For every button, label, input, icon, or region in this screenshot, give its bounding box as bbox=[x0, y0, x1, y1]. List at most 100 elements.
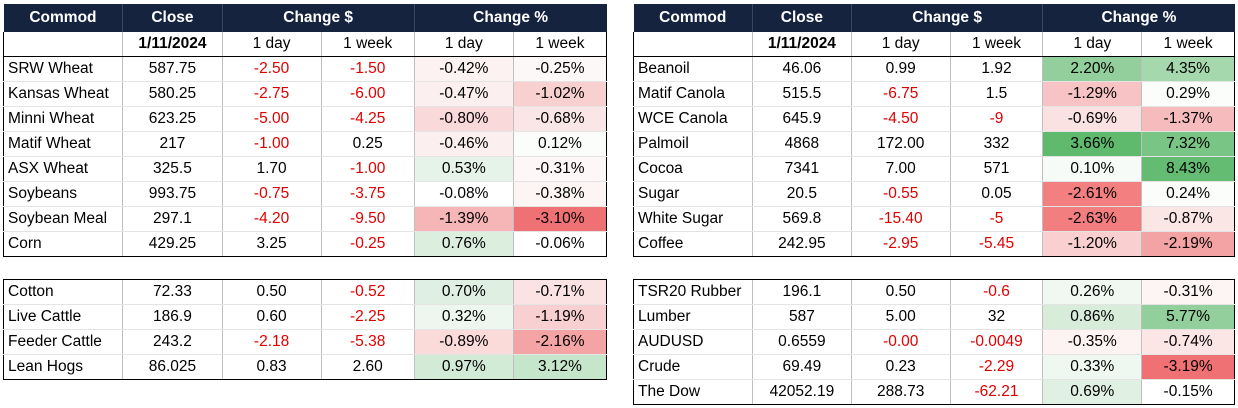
close-value: 0.6559 bbox=[751, 329, 852, 355]
table-row: Matif Canola 515.5 -6.75 1.5 -1.29% 0.29% bbox=[633, 81, 1235, 107]
pct-change-1day: 0.26% bbox=[1042, 279, 1142, 305]
header-close: Close bbox=[751, 4, 852, 32]
subheader-date: 1/11/2024 bbox=[751, 32, 852, 57]
table-row: WCE Canola 645.9 -4.50 -9 -0.69% -1.37% bbox=[633, 106, 1235, 132]
commodity-name: Corn bbox=[2, 231, 123, 257]
change-1week: -1.00 bbox=[320, 156, 415, 182]
subheader-1day: 1 day bbox=[850, 32, 951, 57]
table-row: Kansas Wheat 580.25 -2.75 -6.00 -0.47% -1.02% bbox=[2, 81, 608, 107]
table-row: Coffee 242.95 -2.95 -5.45 -1.20% -2.19% bbox=[633, 231, 1235, 257]
pct-change-1day: 0.69% bbox=[1042, 379, 1142, 405]
change-1day: 5.00 bbox=[850, 304, 951, 330]
change-1week: 1.5 bbox=[949, 81, 1043, 107]
pct-change-1week: -3.19% bbox=[1141, 354, 1235, 380]
subheader-row: 1/11/2024 1 day 1 week 1 day 1 week bbox=[633, 32, 1235, 57]
change-1day: -0.55 bbox=[850, 181, 951, 207]
subheader-1day: 1 day bbox=[221, 32, 322, 57]
close-value: 72.33 bbox=[122, 279, 223, 305]
pct-change-1week: -1.02% bbox=[512, 81, 608, 107]
pct-change-1day: 0.32% bbox=[413, 304, 514, 330]
commodity-name: White Sugar bbox=[633, 206, 753, 232]
change-1week: 2.60 bbox=[320, 354, 415, 380]
table-row: Crude 69.49 0.23 -2.29 0.33% -3.19% bbox=[633, 354, 1235, 380]
pct-change-1week: 8.43% bbox=[1141, 156, 1235, 182]
table-row: Sugar 20.5 -0.55 0.05 -2.61% 0.24% bbox=[633, 181, 1235, 207]
pct-change-1week: -3.10% bbox=[512, 206, 608, 232]
change-1week: -6.00 bbox=[320, 81, 415, 107]
close-value: 429.25 bbox=[122, 231, 223, 257]
commodity-name: Beanoil bbox=[633, 56, 753, 82]
change-1day: -6.75 bbox=[850, 81, 951, 107]
table-row: AUDUSD 0.6559 -0.00 -0.0049 -0.35% -0.74% bbox=[633, 329, 1235, 355]
close-value: 20.5 bbox=[751, 181, 852, 207]
pct-change-1day: -1.20% bbox=[1042, 231, 1142, 257]
change-1day: 0.50 bbox=[850, 279, 951, 305]
pct-change-1week: -0.15% bbox=[1141, 379, 1235, 405]
table-row: Palmoil 4868 172.00 332 3.66% 7.32% bbox=[633, 131, 1235, 157]
pct-change-1day: -0.46% bbox=[413, 131, 514, 157]
header-close: Close bbox=[122, 4, 223, 32]
commodity-name: Matif Wheat bbox=[2, 131, 123, 157]
commodity-name: Lean Hogs bbox=[2, 354, 123, 380]
subheader-1week: 1 week bbox=[320, 32, 415, 57]
header-row: Commod Close Change $ Change % bbox=[3, 4, 607, 32]
change-1day: 0.23 bbox=[850, 354, 951, 380]
change-1day: 0.50 bbox=[221, 279, 322, 305]
commodity-name: SRW Wheat bbox=[2, 56, 123, 82]
livestock-table: Cotton 72.33 0.50 -0.52 0.70% -0.71% Live Catt… bbox=[2, 279, 608, 380]
table-row: Minni Wheat 623.25 -5.00 -4.25 -0.80% -0.68% bbox=[2, 106, 608, 132]
subheader-blank bbox=[2, 32, 123, 57]
pct-change-1week: -1.19% bbox=[512, 304, 608, 330]
change-1week: -0.52 bbox=[320, 279, 415, 305]
pct-change-1day: -0.35% bbox=[1042, 329, 1142, 355]
pct-change-1day: 0.10% bbox=[1042, 156, 1142, 182]
table-row: Matif Wheat 217 -1.00 0.25 -0.46% 0.12% bbox=[2, 131, 608, 157]
change-1week: 32 bbox=[949, 304, 1043, 330]
change-1day: -4.20 bbox=[221, 206, 322, 232]
close-value: 69.49 bbox=[751, 354, 852, 380]
pct-change-1day: -1.39% bbox=[413, 206, 514, 232]
change-1day: 172.00 bbox=[850, 131, 951, 157]
pct-change-1day: 2.20% bbox=[1042, 56, 1142, 82]
table-row: Live Cattle 186.9 0.60 -2.25 0.32% -1.19% bbox=[2, 304, 608, 330]
pct-change-1day: -2.61% bbox=[1042, 181, 1142, 207]
commodity-name: Palmoil bbox=[633, 131, 753, 157]
table-row: Corn 429.25 3.25 -0.25 0.76% -0.06% bbox=[2, 231, 608, 257]
pct-change-1week: -0.68% bbox=[512, 106, 608, 132]
commodity-name: Matif Canola bbox=[633, 81, 753, 107]
close-value: 42052.19 bbox=[751, 379, 852, 405]
commodity-name: Minni Wheat bbox=[2, 106, 123, 132]
close-value: 580.25 bbox=[122, 81, 223, 107]
subheader-1week: 1 week bbox=[949, 32, 1043, 57]
change-1day: -0.75 bbox=[221, 181, 322, 207]
table-row: Lumber 587 5.00 32 0.86% 5.77% bbox=[633, 304, 1235, 330]
close-value: 86.025 bbox=[122, 354, 223, 380]
pct-change-1day: 0.33% bbox=[1042, 354, 1142, 380]
change-1week: -2.29 bbox=[949, 354, 1043, 380]
change-1week: -9 bbox=[949, 106, 1043, 132]
commodity-name: Cocoa bbox=[633, 156, 753, 182]
pct-change-1week: 0.29% bbox=[1141, 81, 1235, 107]
change-1day: 288.73 bbox=[850, 379, 951, 405]
pct-change-1week: 0.24% bbox=[1141, 181, 1235, 207]
close-value: 7341 bbox=[751, 156, 852, 182]
pct-change-1week: -0.87% bbox=[1141, 206, 1235, 232]
pct-change-1day: -0.47% bbox=[413, 81, 514, 107]
change-1week: 1.92 bbox=[949, 56, 1043, 82]
change-1week: -1.50 bbox=[320, 56, 415, 82]
commodity-name: Coffee bbox=[633, 231, 753, 257]
pct-change-1week: -1.37% bbox=[1141, 106, 1235, 132]
pct-change-1day: 0.70% bbox=[413, 279, 514, 305]
pct-change-1week: -2.19% bbox=[1141, 231, 1235, 257]
close-value: 196.1 bbox=[751, 279, 852, 305]
commodity-name: Cotton bbox=[2, 279, 123, 305]
close-value: 569.8 bbox=[751, 206, 852, 232]
subheader-row: 1/11/2024 1 day 1 week 1 day 1 week bbox=[2, 32, 608, 57]
pct-change-1day: -0.69% bbox=[1042, 106, 1142, 132]
change-1day: -4.50 bbox=[850, 106, 951, 132]
commodity-name: Sugar bbox=[633, 181, 753, 207]
table-row: Soybeans 993.75 -0.75 -3.75 -0.08% -0.38% bbox=[2, 181, 608, 207]
commodity-name: Feeder Cattle bbox=[2, 329, 123, 355]
header-row: Commod Close Change $ Change % bbox=[633, 4, 1235, 32]
close-value: 297.1 bbox=[122, 206, 223, 232]
